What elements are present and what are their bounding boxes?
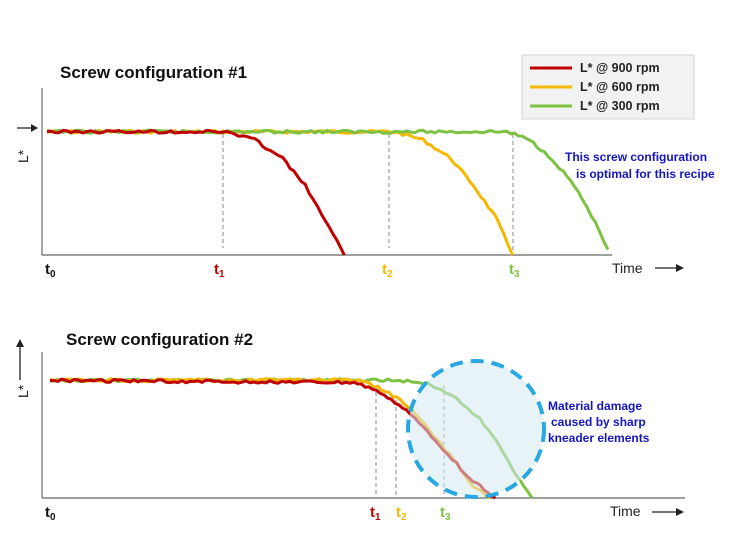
panel-1-t0-label: t0 — [45, 261, 56, 280]
panel-1: Screw configuration #1 L* Time t0 t1 t2 … — [15, 63, 715, 280]
panel-1-series-b-line — [46, 128, 610, 251]
panel-2-annotation-line-3: kneader elements — [548, 431, 650, 445]
panel-1-t2-label: t2 — [382, 261, 393, 280]
damage-highlight-circle — [406, 359, 546, 499]
panel-1-title: Screw configuration #1 — [60, 63, 247, 82]
panel-2: Screw configuration #2 L* Time t0 t1 t2 … — [15, 330, 685, 523]
panel-1-x-arrowhead — [676, 264, 684, 272]
panel-1-annotation-line-1: This screw configuration — [565, 150, 707, 164]
panel-2-annotation-line-2: caused by sharp — [551, 415, 646, 429]
panel-2-time-labels: t0 t1 t2 t3 — [45, 504, 451, 523]
panel-1-t3-label: t3 — [509, 261, 520, 280]
panel-1-series-a-line — [46, 128, 514, 256]
panel-2-t1-label: t1 — [370, 504, 381, 523]
panel-1-x-label: Time — [612, 260, 643, 276]
panel-2-x-label: Time — [610, 503, 641, 519]
legend: L* @ 900 rpm L* @ 600 rpm L* @ 300 rpm — [521, 54, 695, 120]
panel-2-y-label: L* — [15, 384, 31, 398]
legend-label-300: L* @ 300 rpm — [580, 99, 660, 113]
panel-2-t0-label: t0 — [45, 504, 56, 523]
panel-1-series-group — [46, 128, 610, 256]
panel-1-y-arrowhead — [31, 124, 38, 132]
panel-2-x-arrowhead — [676, 508, 684, 516]
panel-2-title: Screw configuration #2 — [66, 330, 253, 349]
legend-label-900: L* @ 900 rpm — [580, 61, 660, 75]
panel-2-t3-label: t3 — [440, 504, 451, 523]
panel-1-series-c-line — [46, 128, 346, 256]
panel-1-t1-label: t1 — [214, 261, 225, 280]
panel-1-time-labels: t0 t1 t2 t3 — [45, 261, 520, 280]
panel-2-t2-label: t2 — [396, 504, 407, 523]
panel-2-annotation-line-1: Material damage — [548, 399, 642, 413]
panel-1-y-label: L* — [15, 149, 31, 163]
panel-2-y-arrowhead — [16, 339, 24, 347]
legend-label-600: L* @ 600 rpm — [580, 80, 660, 94]
panel-1-annotation-line-2: is optimal for this recipe — [576, 167, 715, 181]
